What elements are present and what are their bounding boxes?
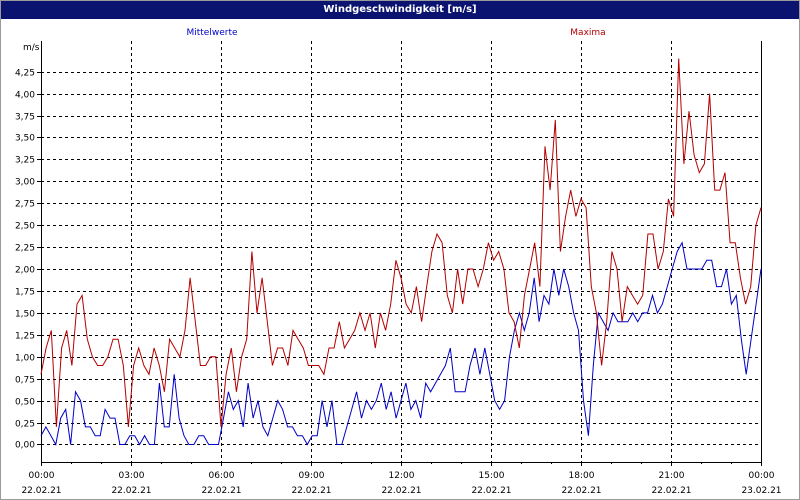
x-tick-time: 12:00 [389, 471, 415, 481]
y-tick-label: 4,25 [15, 69, 35, 79]
x-tick-time: 21:00 [659, 471, 685, 481]
x-tick-time: 00:00 [749, 471, 775, 481]
legend-mittelwerte: Mittelwerte [186, 28, 237, 38]
y-tick-label: 1,00 [15, 354, 35, 364]
y-tick-label: 0,00 [15, 441, 35, 451]
x-tick-date: 22.02.21 [21, 486, 61, 496]
x-tick-date: 22.02.21 [381, 486, 421, 496]
y-tick-label: 4,00 [15, 91, 35, 101]
y-tick-label: 1,25 [15, 332, 35, 342]
y-tick-label: 2,00 [15, 266, 35, 276]
series-line-maxima [40, 58, 762, 427]
y-tick-label: 0,25 [15, 420, 35, 430]
y-tick-label: 2,75 [15, 200, 35, 210]
x-tick-date: 23.02.21 [741, 486, 781, 496]
series-line-mittelwerte [40, 241, 762, 446]
y-tick-label: 3,25 [15, 156, 35, 166]
series-group [40, 58, 762, 446]
y-tick-label: 3,75 [15, 113, 35, 123]
y-tick-labels: 0,00 0,25 0,50 0,75 1,00 1,25 1,50 1,75 2,00 2,25… [15, 69, 35, 451]
x-tick-date: 22.02.21 [561, 486, 601, 496]
x-tick-date: 22.02.21 [291, 486, 331, 496]
x-tick-date: 22.02.21 [471, 486, 511, 496]
x-tick-time: 06:00 [209, 471, 235, 481]
x-tick-date: 22.02.21 [651, 486, 691, 496]
y-axis-unit: m/s [23, 43, 40, 53]
title-bar: Windgeschwindigkeit [m/s] [1, 1, 799, 19]
x-tick-time: 03:00 [119, 471, 145, 481]
y-tick-label: 2,50 [15, 222, 35, 232]
x-tick-labels: 00:00 22.02.21 03:00 22.02.21 06:00 22.02.21 0… [21, 471, 781, 496]
y-tick-label: 1,75 [15, 288, 35, 298]
y-tick-label: 2,25 [15, 244, 35, 254]
x-tick-time: 09:00 [299, 471, 325, 481]
x-tick-time: 00:00 [29, 471, 55, 481]
y-tick-label: 1,50 [15, 310, 35, 320]
x-tick-time: 18:00 [569, 471, 595, 481]
y-tick-label: 3,50 [15, 134, 35, 144]
y-tick-label: 3,00 [15, 178, 35, 188]
y-tick-label: 0,75 [15, 376, 35, 386]
chart-title: Windgeschwindigkeit [m/s] [323, 4, 477, 15]
legend-maxima: Maxima [570, 28, 605, 38]
x-tick-time: 15:00 [479, 471, 505, 481]
axes [37, 41, 762, 466]
x-tick-date: 22.02.21 [111, 486, 151, 496]
y-tick-label: 0,50 [15, 398, 35, 408]
x-tick-date: 22.02.21 [201, 486, 241, 496]
